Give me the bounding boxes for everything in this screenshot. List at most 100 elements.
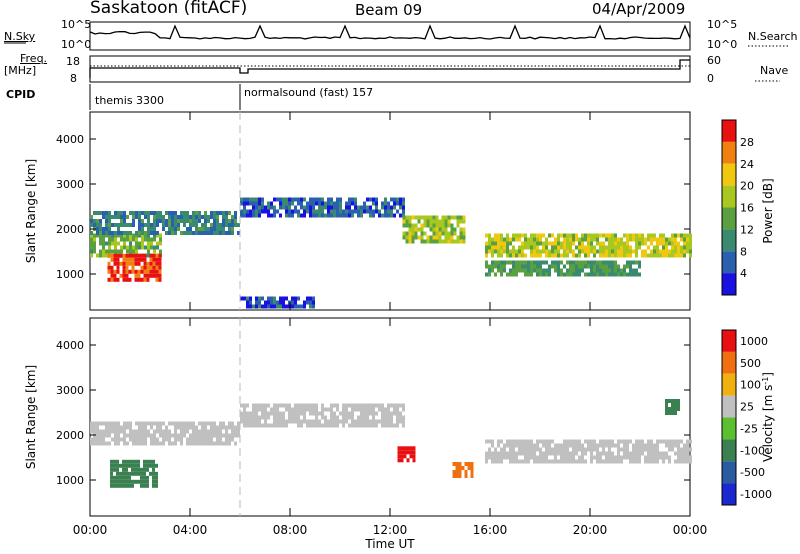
heatmap-cell [608,268,611,273]
heatmap-cell [128,277,132,282]
heatmap-cell [593,443,596,448]
heatmap-cell [150,437,153,442]
heatmap-cell [545,268,548,273]
heatmap-cell [129,237,132,242]
heatmap-cell [152,479,155,484]
heatmap-cell [168,219,171,223]
heatmap-cell [140,479,143,484]
heatmap-cell [143,467,146,472]
heatmap-cell [509,260,512,265]
heatmap-cell [456,239,460,244]
heatmap-cell [578,249,581,254]
heatmap-cell [177,215,180,219]
heatmap-cell [590,249,593,254]
heatmap-cell [351,213,354,218]
heatmap-cell [140,475,143,480]
heatmap-cell [306,403,309,408]
cpid-panel [89,84,241,110]
heatmap-cell [614,455,617,460]
heatmap-cell [300,423,303,428]
colorbar-tick-label: 16 [740,202,754,215]
heatmap-cell [554,260,557,265]
heatmap-cell [488,451,491,456]
heatmap-cell [270,201,273,206]
heatmap-cell [96,421,99,426]
heatmap-cell [177,421,180,426]
heatmap-cell [608,447,611,452]
heatmap-cell [515,443,518,448]
heatmap-cell [599,264,602,269]
heatmap-cell [141,433,144,438]
heatmap-cell [273,411,276,416]
heatmap-cell [599,455,602,460]
heatmap-cell [581,268,584,273]
heatmap-cell [494,451,497,456]
heatmap-cell [596,268,599,273]
heatmap-cell [494,459,497,464]
heatmap-cell [351,407,354,412]
heatmap-cell [488,455,491,460]
heatmap-cell [330,205,333,210]
heatmap-cell [234,215,237,219]
heatmap-cell [143,483,146,488]
heatmap-cell [267,304,270,309]
heatmap-cell [333,213,336,218]
heatmap-cell [252,213,255,218]
heatmap-cell [452,470,456,474]
heatmap-cell [255,423,258,428]
heatmap-cell [689,253,692,258]
heatmap-cell [378,419,381,424]
colorbar-swatch [722,417,736,440]
heatmap-cell [120,219,123,223]
heatmap-cell [324,415,327,420]
heatmap-cell [210,425,213,430]
heatmap-cell [134,269,138,274]
heatmap-cell [575,268,578,273]
heatmap-cell [539,459,542,464]
beam-title: Beam 09 [355,1,423,19]
heatmap-cell [515,253,518,258]
heatmap-cell [659,241,662,246]
heatmap-cell [270,213,273,218]
heatmap-cell [635,439,638,444]
heatmap-cell [614,272,617,277]
heatmap-cell [671,253,674,258]
heatmap-cell [228,441,231,446]
heatmap-cell [324,419,327,424]
heatmap-cell [539,241,542,246]
colorbar-tick-label: 12 [740,223,754,236]
heatmap-cell [207,433,210,438]
heatmap-cell [512,260,515,265]
heatmap-cell [554,447,557,452]
heatmap-cell [596,451,599,456]
heatmap-cell [158,261,162,266]
heatmap-cell [128,471,131,476]
heatmap-cell [117,223,120,227]
heatmap-cell [146,463,149,468]
heatmap-cell [629,260,632,265]
heatmap-cell [536,272,539,277]
heatmap-cell [180,215,183,219]
heatmap-cell [551,447,554,452]
heatmap-cell [605,455,608,460]
heatmap-cell [470,470,474,474]
heatmap-cell [90,421,93,426]
heatmap-cell [524,253,527,258]
heatmap-cell [252,304,255,309]
heatmap-cell [578,260,581,265]
heatmap-cell [116,471,119,476]
heatmap-cell [147,215,150,219]
heatmap-cell [144,441,147,446]
heatmap-cell [512,447,515,452]
heatmap-cell [572,253,575,258]
heatmap-cell [420,227,424,232]
heatmap-cell [638,264,641,269]
heatmap-cell [300,213,303,218]
heatmap-cell [123,215,126,219]
heatmap-cell [152,475,155,480]
heatmap-cell [432,219,436,224]
heatmap-cell [143,273,147,278]
colorbar-tick-label: 1000 [740,335,768,348]
heatmap-cell [207,227,210,231]
heatmap-cell [264,304,267,309]
